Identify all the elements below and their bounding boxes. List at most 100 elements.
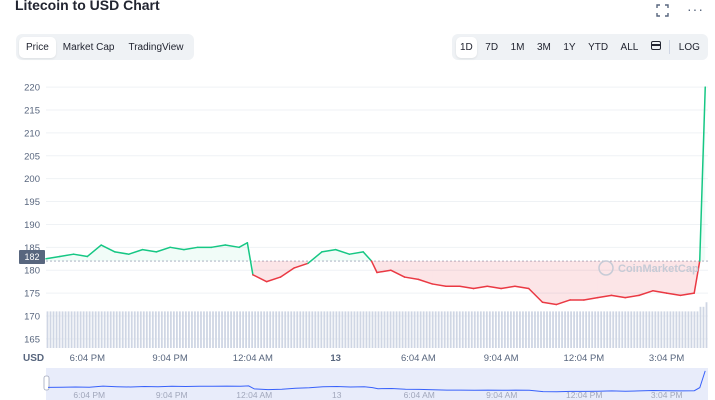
navigator-background (46, 368, 708, 400)
volume-bar (500, 311, 503, 348)
volume-bar (329, 311, 332, 348)
volume-bar (657, 311, 660, 348)
volume-bar (582, 311, 585, 348)
range-3m[interactable]: 3M (536, 41, 551, 53)
price-line-segment (238, 241, 249, 249)
price-area-fill (87, 245, 102, 262)
volume-bar (290, 311, 293, 348)
volume-bar (91, 311, 94, 348)
x-axis-ticks: 6:04 PM 9:04 PM 12:04 AM 13 6:04 AM 9:04 AM 12… (70, 353, 685, 364)
volume-bar (600, 311, 603, 348)
y-tick-label: 180 (24, 266, 40, 277)
volume-bar (567, 311, 569, 348)
tab-market-cap[interactable]: Market Cap (62, 41, 115, 53)
calendar-icon[interactable] (647, 36, 665, 58)
volume-bar (473, 311, 476, 348)
price-line-segment (417, 278, 433, 285)
volume-bar (248, 311, 251, 348)
volume-bar (431, 311, 434, 348)
price-line-segment (45, 255, 61, 260)
price-area-fill (432, 261, 446, 287)
navigator[interactable]: 6:04 PM 9:04 PM 12:04 AM 13 6:04 AM 9:04 AM 12… (43, 368, 708, 400)
price-area-fill (445, 261, 460, 287)
volume-bar (260, 311, 263, 348)
volume-bar (488, 311, 491, 348)
navigator-left-handle[interactable] (43, 375, 50, 391)
range-1d[interactable]: 1D (456, 36, 477, 58)
price-area-fill (501, 261, 515, 289)
price-line-segment (583, 296, 599, 301)
price-line-segment (348, 251, 364, 255)
price-line-segment (169, 246, 185, 251)
volume-bar (85, 311, 88, 348)
volume-bar (281, 311, 284, 348)
price-area-fill (473, 261, 488, 289)
volume-bar (660, 311, 663, 348)
range-ytd[interactable]: YTD (588, 41, 609, 53)
volume-bar (482, 311, 485, 348)
volume-bar (218, 311, 220, 348)
volume-bar (449, 311, 452, 348)
price-line-segment (155, 246, 171, 253)
more-dots-icon[interactable]: ··· (687, 1, 704, 17)
volume-bar (594, 311, 597, 348)
volume-bar (437, 311, 440, 348)
reference-price-tag: 182 (19, 250, 45, 264)
volume-bar (58, 311, 61, 348)
volume-bar (528, 311, 530, 348)
price-area-fill (570, 261, 584, 300)
volume-bar (440, 311, 443, 348)
volume-bar (368, 311, 371, 348)
price-line-segment (624, 294, 640, 299)
volume-bar (347, 311, 350, 348)
range-all[interactable]: ALL (620, 41, 639, 53)
volume-bar (263, 311, 266, 348)
fullscreen-icon[interactable] (656, 4, 669, 20)
y-tick-label: 190 (24, 220, 40, 231)
range-1y[interactable]: 1Y (563, 41, 576, 53)
price-line-segment (514, 285, 530, 290)
price-line-segment (246, 241, 254, 276)
volume-bar (678, 311, 681, 348)
x-tick-label: 9:04 PM (152, 353, 187, 364)
price-area-fill (514, 261, 529, 289)
volume-bar (549, 311, 551, 348)
y-tick-label: 205 (24, 151, 40, 162)
navigator-ticks: 6:04 PM 9:04 PM 12:04 AM 13 6:04 AM 9:04 AM 12… (73, 390, 682, 400)
volume-bar (272, 311, 275, 348)
grid-lines (46, 86, 708, 340)
price-line-segment (527, 287, 544, 303)
price-line-segment (596, 294, 613, 299)
navigator-tick-label: 6:04 AM (404, 390, 435, 400)
volume-bar (118, 311, 121, 348)
volume-bar (185, 311, 187, 348)
volume-bar (106, 311, 109, 348)
range-1m[interactable]: 1M (510, 41, 525, 53)
price-line-segment (72, 253, 89, 258)
volume-bar (148, 311, 151, 348)
log-scale-toggle[interactable]: LOG (678, 41, 700, 53)
volume-bar (663, 311, 666, 348)
volume-bar (603, 311, 606, 348)
price-area-fill (211, 245, 226, 262)
volume-bar (407, 311, 410, 348)
volume-bar (371, 311, 374, 348)
price-area-fill (597, 261, 612, 298)
volume-bar (67, 311, 70, 348)
y-tick-label: 165 (24, 334, 40, 345)
volume-bar (425, 311, 428, 348)
volume-bar (55, 311, 58, 348)
price-area-fill (404, 261, 419, 280)
range-7d[interactable]: 7D (485, 41, 499, 53)
volume-bar (513, 311, 515, 348)
tab-tradingview[interactable]: TradingView (128, 41, 184, 53)
volume-bar (383, 311, 386, 348)
tab-price[interactable]: Price (19, 36, 56, 58)
volume-bar (365, 311, 368, 348)
y-tick-label: 215 (24, 106, 40, 117)
watermark: CoinMarketCap (598, 260, 699, 276)
price-line-segment (86, 244, 102, 258)
price-line-segment (693, 260, 701, 294)
volume-bar (82, 311, 85, 348)
